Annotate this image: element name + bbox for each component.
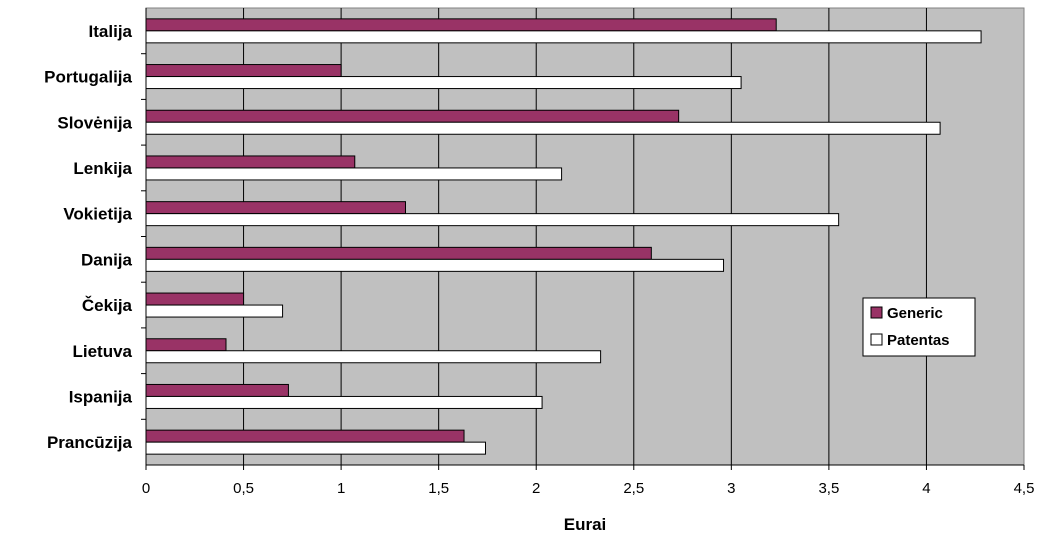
category-label: Lietuva — [72, 342, 132, 361]
x-tick-label: 4 — [922, 480, 930, 497]
x-tick-label: 0 — [142, 480, 150, 497]
x-tick-label: 2 — [532, 480, 540, 497]
legend-swatch-generic — [870, 306, 883, 319]
legend-swatch-patentas — [870, 333, 883, 346]
axes — [141, 8, 1025, 470]
x-tick-label: 1 — [337, 480, 345, 497]
bar-generic-7 — [145, 338, 227, 352]
bar-patentas-7 — [145, 350, 602, 364]
legend: Generic Patentas — [862, 297, 976, 357]
x-tick-label: 2,5 — [623, 480, 644, 497]
legend-label-patentas: Patentas — [887, 332, 950, 349]
bar-generic-2 — [145, 109, 680, 123]
tick-labels: 0 0,5 1 1,5 2 2,5 3 3,5 4 4,5 — [142, 480, 1035, 497]
category-label: Ispanija — [69, 387, 133, 406]
bar-patentas-2 — [145, 121, 941, 135]
bar-patentas-3 — [145, 167, 563, 181]
category-label: Prancūzija — [47, 433, 133, 452]
bar-generic-4 — [145, 201, 406, 215]
bars — [145, 18, 982, 455]
bar-generic-9 — [145, 429, 465, 443]
x-tick-label: 4,5 — [1014, 480, 1035, 497]
x-axis-title: Eurai — [564, 515, 607, 534]
bar-generic-0 — [145, 18, 777, 32]
bar-patentas-0 — [145, 30, 982, 44]
x-tick-label: 1,5 — [428, 480, 449, 497]
bar-generic-6 — [145, 292, 245, 306]
bar-generic-5 — [145, 246, 652, 260]
x-tick-label: 3 — [727, 480, 735, 497]
bar-patentas-5 — [145, 258, 725, 272]
x-tick-label: 3,5 — [818, 480, 839, 497]
category-label: Vokietija — [63, 205, 132, 224]
bar-patentas-8 — [145, 395, 543, 409]
category-label: Danija — [81, 250, 133, 269]
bar-patentas-6 — [145, 304, 284, 318]
category-label: Slovėnija — [57, 113, 132, 132]
bar-patentas-4 — [145, 213, 840, 227]
category-label: Lenkija — [73, 159, 132, 178]
bar-generic-3 — [145, 155, 356, 169]
x-tick-label: 0,5 — [233, 480, 254, 497]
legend-label-generic: Generic — [887, 305, 943, 322]
bar-patentas-9 — [145, 441, 486, 455]
bar-patentas-1 — [145, 76, 742, 90]
category-label: Italija — [89, 22, 133, 41]
category-labels: Italija Portugalija Slovėnija Lenkija Vokiet… — [44, 22, 132, 452]
category-label: Čekija — [82, 296, 133, 315]
bar-generic-1 — [145, 64, 342, 78]
category-label: Portugalija — [44, 68, 132, 87]
bar-generic-8 — [145, 383, 289, 397]
